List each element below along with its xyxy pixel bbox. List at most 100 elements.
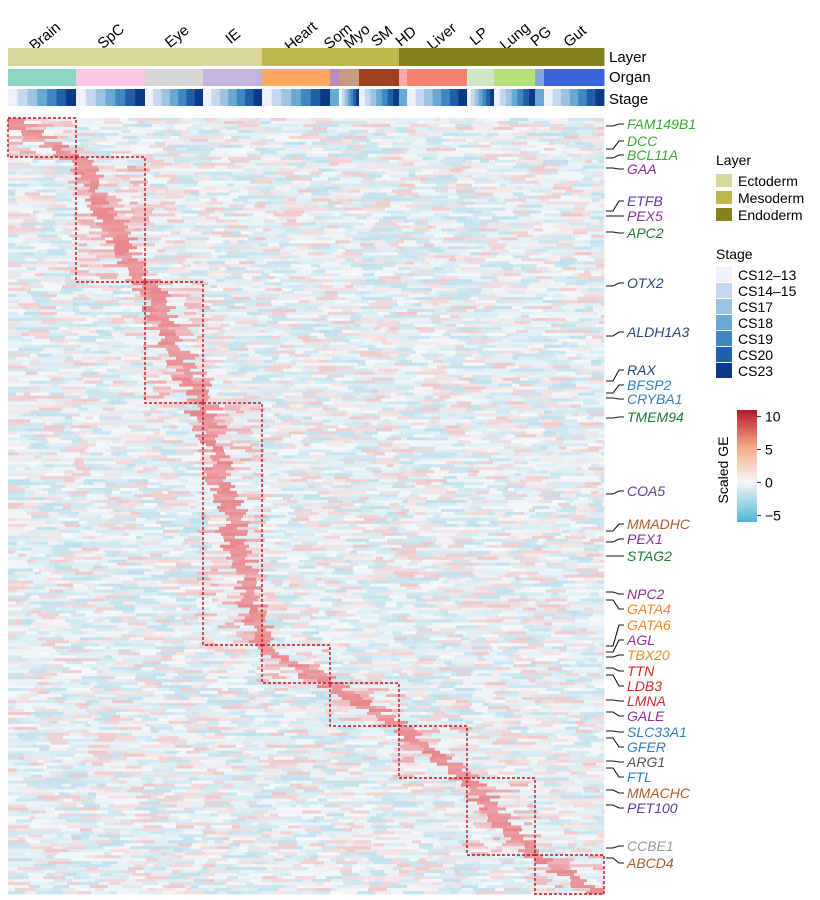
- heatmap-cell: [89, 270, 110, 274]
- heatmap-cell: [227, 306, 247, 310]
- heatmap-cell: [543, 309, 567, 313]
- heatmap-cell: [457, 338, 470, 343]
- heatmap-cell: [216, 189, 230, 193]
- heatmap-cell: [355, 458, 362, 462]
- heatmap-cell: [473, 144, 492, 149]
- heatmap-cell: [356, 288, 374, 292]
- heatmap-cell: [410, 443, 434, 447]
- heatmap-cell: [352, 329, 361, 334]
- heatmap-cell: [90, 312, 106, 316]
- heatmap-cell: [56, 207, 79, 211]
- heatmap-cell: [456, 183, 473, 187]
- heatmap-cell: [397, 300, 420, 304]
- heatmap-cell: [398, 141, 413, 146]
- heatmap-cell: [105, 312, 126, 316]
- heatmap-cell: [523, 189, 531, 193]
- heatmap-cell: [208, 282, 215, 286]
- heatmap-cell: [502, 386, 517, 390]
- heatmap-cell: [253, 279, 261, 283]
- heatmap-cell: [259, 243, 269, 247]
- heatmap-cell: [15, 189, 37, 193]
- heatmap-cell: [310, 332, 325, 337]
- heatmap-cell: [440, 159, 461, 164]
- heatmap-cell: [449, 300, 465, 304]
- heatmap-cell: [256, 168, 278, 173]
- heatmap-cell: [299, 174, 320, 178]
- heatmap-cell: [464, 461, 483, 465]
- heatmap-cell: [262, 273, 270, 277]
- heatmap-cell: [394, 362, 406, 367]
- heatmap-cell: [435, 189, 449, 193]
- heatmap-cell: [541, 129, 563, 134]
- heatmap-cell: [25, 118, 49, 122]
- heatmap-cell: [120, 374, 131, 378]
- heatmap-cell: [67, 323, 78, 328]
- heatmap-cell: [472, 270, 480, 274]
- heatmap-cell: [562, 419, 578, 423]
- heatmap-cell: [284, 341, 305, 346]
- heatmap-cell: [429, 237, 445, 241]
- heatmap-cell: [285, 303, 307, 307]
- heatmap-cell: [587, 452, 602, 456]
- heatmap-cell: [588, 446, 603, 450]
- heatmap-cell: [568, 341, 579, 346]
- heatmap-cell: [30, 392, 51, 396]
- heatmap-cell: [536, 407, 551, 411]
- heatmap-cell: [303, 312, 321, 316]
- heatmap-cell: [8, 428, 28, 432]
- heatmap-cell: [419, 338, 438, 343]
- heatmap-cell: [187, 249, 206, 253]
- heatmap-cell: [493, 401, 508, 405]
- heatmap-cell: [172, 132, 182, 137]
- heatmap-cell: [199, 338, 223, 343]
- heatmap-cell: [574, 204, 587, 208]
- heatmap-cell: [470, 135, 484, 140]
- heatmap-cell: [125, 353, 140, 358]
- heatmap-cell: [37, 216, 53, 220]
- heatmap-cell: [323, 389, 340, 393]
- heatmap-cell: [239, 261, 256, 265]
- heatmap-cell: [319, 285, 334, 289]
- heatmap-cell: [229, 347, 240, 352]
- heatmap-cell: [494, 234, 518, 238]
- heatmap-cell: [127, 401, 147, 405]
- heatmap-cell: [8, 279, 18, 283]
- heatmap-cell: [229, 192, 248, 196]
- heatmap-cell: [579, 422, 603, 426]
- heatmap-cell: [573, 243, 591, 247]
- heatmap-cell: [506, 332, 520, 337]
- heatmap-cell: [398, 389, 410, 393]
- heatmap-cell: [357, 425, 373, 429]
- heatmap-cell: [108, 359, 125, 364]
- heatmap-cell: [483, 129, 498, 134]
- heatmap-cell: [508, 416, 529, 420]
- heatmap-cell: [475, 458, 490, 462]
- heatmap-cell: [590, 413, 605, 417]
- heatmap-cell: [30, 443, 47, 447]
- heatmap-cell: [64, 338, 77, 343]
- heatmap-cell: [85, 347, 92, 352]
- heatmap-cell: [536, 276, 553, 280]
- heatmap-cell: [516, 425, 530, 429]
- heatmap-cell: [463, 374, 473, 378]
- heatmap-cell: [527, 452, 547, 456]
- heatmap-cell: [415, 273, 435, 277]
- heatmap-cell: [71, 243, 80, 247]
- heatmap-cell: [303, 123, 317, 128]
- heatmap-cell: [276, 267, 292, 271]
- heatmap-cell: [73, 291, 93, 295]
- heatmap-cell: [113, 237, 123, 241]
- heatmap-cell: [530, 213, 545, 217]
- heatmap-cell: [328, 386, 349, 390]
- heatmap-cell: [518, 216, 536, 220]
- heatmap-cell: [150, 183, 166, 187]
- heatmap-cell: [446, 323, 457, 328]
- heatmap-cell: [541, 207, 557, 211]
- heatmap-cell: [183, 201, 201, 205]
- heatmap-cell: [141, 329, 161, 334]
- heatmap-cell: [479, 270, 498, 274]
- heatmap-cell: [94, 219, 104, 223]
- heatmap-cell: [437, 365, 448, 369]
- heatmap-cell: [282, 419, 302, 423]
- heatmap-cell: [589, 276, 605, 280]
